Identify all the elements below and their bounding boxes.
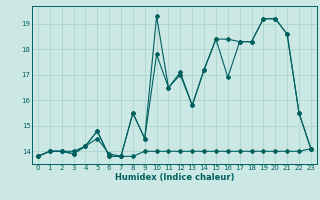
X-axis label: Humidex (Indice chaleur): Humidex (Indice chaleur) <box>115 173 234 182</box>
